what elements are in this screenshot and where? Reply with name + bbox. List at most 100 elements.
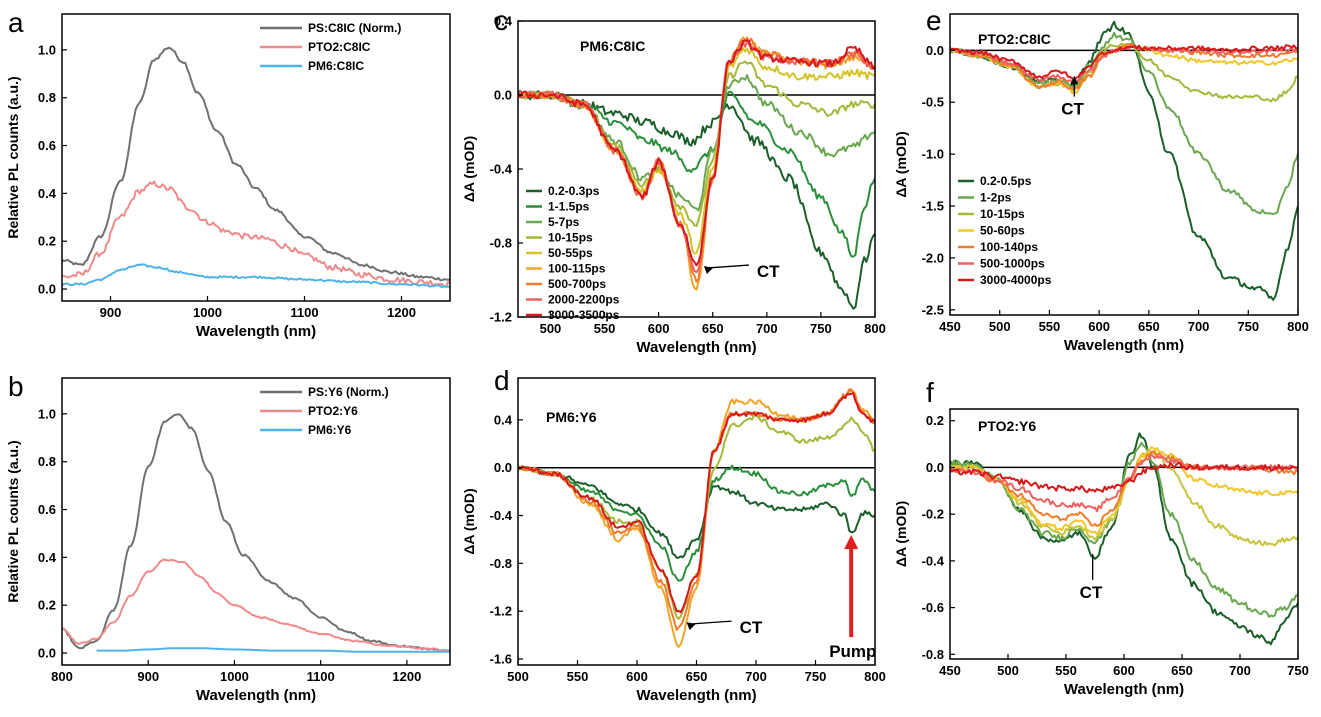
legend-label: 3000-4000ps xyxy=(980,273,1052,287)
y-axis-label: ΔA (mOD) xyxy=(893,131,909,197)
legend-label: PM6:C8IC xyxy=(308,59,364,73)
y-tick-label: -0.8 xyxy=(490,236,512,251)
x-axis-label: Wavelength (nm) xyxy=(636,687,756,704)
ct-arrow-head xyxy=(1070,76,1079,85)
ct-label: CT xyxy=(740,618,763,637)
y-tick-label: -0.4 xyxy=(922,553,945,568)
legend-label: 500-1000ps xyxy=(980,257,1045,271)
x-tick-label: 1200 xyxy=(392,669,421,684)
ct-arrow xyxy=(705,264,749,269)
panel-title: PTO2:Y6 xyxy=(978,418,1036,434)
y-tick-label: 0.6 xyxy=(38,502,56,517)
y-tick-label: 0.4 xyxy=(494,412,513,427)
series-line-3000-4000ps xyxy=(950,44,1298,82)
x-tick-label: 500 xyxy=(997,663,1019,678)
series-group xyxy=(950,20,1298,301)
ct-arrow-head xyxy=(703,266,713,275)
series-line-trace-1 xyxy=(518,465,875,559)
legend-label: PM6:Y6 xyxy=(308,423,352,437)
y-tick-label: 0.0 xyxy=(494,88,512,103)
series-line-pm6-c8ic xyxy=(62,263,450,289)
x-tick-label: 1100 xyxy=(307,669,335,684)
x-axis-label: Wavelength (nm) xyxy=(636,339,756,356)
y-tick-label: -2.0 xyxy=(922,250,944,265)
series-line-3000-3500ps xyxy=(518,39,875,267)
legend-label: 1-1.5ps xyxy=(548,200,590,214)
legend-label: 3000-3500ps xyxy=(548,308,620,322)
x-tick-label: 750 xyxy=(1287,663,1309,678)
x-tick-label: 700 xyxy=(745,669,767,684)
legend-label: 1-2ps xyxy=(980,191,1012,205)
series-group xyxy=(518,36,875,310)
series-line-trace-2 xyxy=(950,441,1298,618)
x-axis-label: Wavelength (nm) xyxy=(1064,337,1184,354)
legend-label: PTO2:C8IC xyxy=(308,40,371,54)
y-tick-label: -0.6 xyxy=(922,600,944,615)
y-tick-label: 0.6 xyxy=(38,138,56,153)
x-tick-label: 500 xyxy=(507,669,529,684)
series-line-2000-2200ps xyxy=(518,40,875,274)
x-axis-label: Wavelength (nm) xyxy=(196,323,316,340)
x-tick-label: 800 xyxy=(864,669,886,684)
series-line-50-60ps xyxy=(950,43,1298,95)
x-tick-label: 650 xyxy=(702,321,724,336)
y-tick-label: 0.0 xyxy=(38,646,56,661)
y-tick-label: 0.0 xyxy=(38,282,56,297)
y-tick-label: -0.2 xyxy=(922,507,944,522)
legend-label: PS:C8IC (Norm.) xyxy=(308,21,401,35)
x-tick-label: 1100 xyxy=(290,305,318,320)
y-axis-label: Relative PL counts (a.u.) xyxy=(5,76,21,238)
y-tick-label: 0.4 xyxy=(38,186,57,201)
legend-label: 10-15ps xyxy=(548,231,593,245)
panel-title: PTO2:C8IC xyxy=(978,31,1051,47)
x-tick-label: 700 xyxy=(1229,663,1251,678)
y-tick-label: 0.0 xyxy=(926,43,944,58)
ct-label: CT xyxy=(1080,583,1103,602)
y-tick-label: 0.2 xyxy=(38,598,56,613)
x-tick-label: 550 xyxy=(567,669,589,684)
legend-label: 50-55ps xyxy=(548,246,593,260)
panel-letter: c xyxy=(494,5,508,36)
x-tick-label: 700 xyxy=(756,321,778,336)
y-tick-label: 0.8 xyxy=(38,454,56,469)
legend-label: 50-60ps xyxy=(980,224,1025,238)
panel-letter: e xyxy=(926,5,942,36)
series-group xyxy=(62,46,450,289)
x-axis-label: Wavelength (nm) xyxy=(1064,681,1184,698)
panel-c: c 500 550 600 650 700 750 800 0.4 0.0 -0.4 -0.8 -1.2… xyxy=(461,5,886,356)
y-tick-label: -0.4 xyxy=(490,162,513,177)
panel-letter: d xyxy=(494,365,510,396)
x-axis-label: Wavelength (nm) xyxy=(196,687,316,704)
series-group xyxy=(62,413,450,653)
y-axis-label: Relative PL counts (a.u.) xyxy=(5,440,21,602)
x-tick-label: 700 xyxy=(1188,319,1210,334)
pump-label: Pump xyxy=(829,642,876,661)
y-tick-label: 0.8 xyxy=(38,90,56,105)
panel-title: PM6:C8IC xyxy=(580,38,645,54)
y-tick-label: 0.2 xyxy=(926,413,944,428)
legend-label: 0.2-0.3ps xyxy=(548,184,600,198)
x-tick-label: 1200 xyxy=(387,305,416,320)
series-line-ps-y6-norm- xyxy=(62,413,450,653)
x-tick-label: 500 xyxy=(989,319,1011,334)
series-line-trace-4 xyxy=(950,446,1298,536)
legend-label: 100-140ps xyxy=(980,240,1038,254)
y-tick-label: 0.4 xyxy=(494,14,513,29)
x-tick-label: 800 xyxy=(1287,319,1309,334)
x-tick-label: 750 xyxy=(805,669,827,684)
x-tick-label: 650 xyxy=(1171,663,1193,678)
panel-d: d 500 550 600 650 700 750 800 0.4 0.0 -0.4 -0.8 -1.2… xyxy=(461,365,886,704)
y-tick-label: 1.0 xyxy=(38,42,56,57)
y-tick-label: -0.5 xyxy=(922,95,944,110)
panel-a: a 900 1000 1100 1200 0.0 0.2 0.4 0.6 0.8 1.0 Wavele… xyxy=(5,7,451,340)
x-tick-label: 900 xyxy=(100,305,122,320)
panel-f: f 450 500 550 600 650 700 750 0.2 0.0 -0.2 -0.4 -0.6… xyxy=(893,377,1309,698)
x-tick-label: 1000 xyxy=(193,305,222,320)
legend-label: 500-700ps xyxy=(548,277,606,291)
series-group xyxy=(950,432,1298,646)
legend-label: 100-115ps xyxy=(548,262,606,276)
ct-arrow xyxy=(688,620,732,625)
legend-label: 2000-2200ps xyxy=(548,293,620,307)
series-line-trace-7 xyxy=(950,461,1298,494)
